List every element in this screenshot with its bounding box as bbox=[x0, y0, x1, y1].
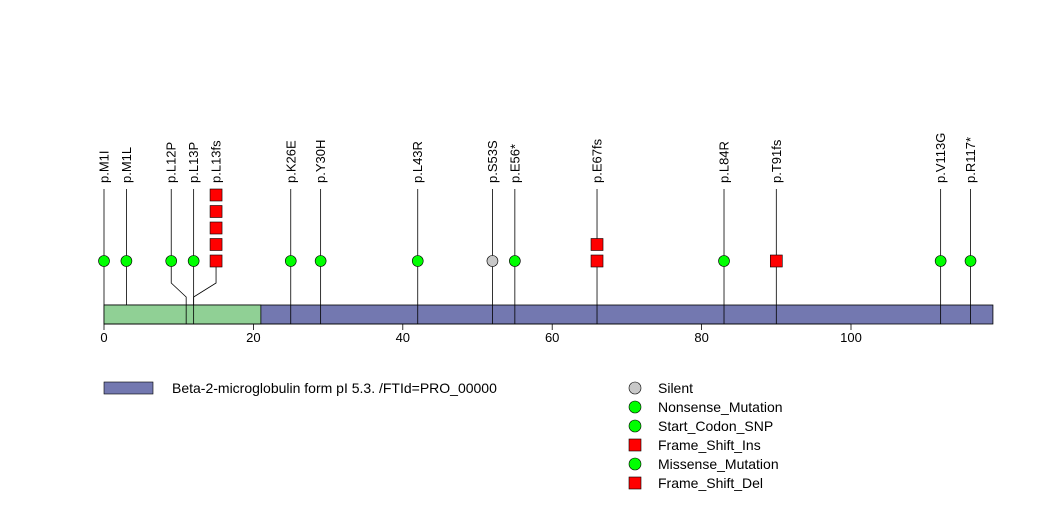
marker-p-t91fs bbox=[769, 254, 783, 268]
x-tick-label: 0 bbox=[100, 330, 107, 345]
lollipop-stems bbox=[103, 189, 971, 261]
legend-label-silent: Silent bbox=[658, 380, 693, 396]
legend-label-missense-mutation: Missense_Mutation bbox=[658, 456, 779, 472]
label-p-r117: p.R117* bbox=[963, 137, 978, 183]
x-tick-label: 20 bbox=[246, 330, 260, 345]
legend-swatch-frame-shift-ins bbox=[628, 438, 642, 452]
marker-p-l13fs bbox=[209, 188, 223, 202]
label-p-m1l: p.M1L bbox=[119, 147, 134, 183]
legend-label-frame-shift-del: Frame_Shift_Del bbox=[658, 475, 763, 491]
label-p-s53s: p.S53S bbox=[485, 140, 500, 183]
x-tick-label: 60 bbox=[545, 330, 559, 345]
domain-signal bbox=[103, 304, 262, 325]
label-p-l12p: p.L12P bbox=[164, 142, 179, 183]
mutation-markers bbox=[98, 188, 977, 268]
marker-p-l43r bbox=[411, 255, 424, 267]
legend: Beta-2-microglobulin form pI 5.3. /FTId=… bbox=[103, 380, 783, 491]
label-p-v113g: p.V113G bbox=[933, 133, 948, 183]
x-tick-label: 80 bbox=[694, 330, 708, 345]
x-tick-label: 100 bbox=[840, 330, 862, 345]
label-p-m1i: p.M1I bbox=[97, 150, 112, 183]
legend-label-start-codon-snp: Start_Codon_SNP bbox=[658, 418, 773, 434]
label-p-e67fs: p.E67fs bbox=[590, 138, 605, 183]
connector-line bbox=[193, 261, 217, 305]
label-p-l13fs: p.L13fs bbox=[209, 140, 224, 183]
marker-p-l13fs bbox=[209, 238, 223, 251]
marker-p-l12p bbox=[165, 255, 178, 267]
marker-p-e56 bbox=[509, 255, 521, 267]
marker-p-l13fs bbox=[209, 254, 223, 268]
connector-line bbox=[170, 261, 187, 305]
marker-p-k26e bbox=[284, 255, 297, 267]
marker-p-l84r bbox=[718, 255, 730, 267]
legend-protein-label: Beta-2-microglobulin form pI 5.3. /FTId=… bbox=[172, 380, 497, 396]
mutation-labels: p.M1I p.M1L p.L12P p.L13P p.L13fs p.K26E p.Y30… bbox=[97, 133, 979, 183]
label-p-l13p: p.L13P bbox=[186, 142, 201, 183]
label-p-e56: p.E56* bbox=[507, 144, 522, 183]
marker-p-l13p bbox=[187, 255, 200, 267]
label-p-l43r: p.L43R bbox=[410, 141, 425, 183]
label-p-l84r: p.L84R bbox=[717, 141, 732, 183]
marker-p-e67fs bbox=[590, 254, 604, 268]
marker-p-m1l bbox=[120, 255, 133, 267]
marker-p-r117 bbox=[964, 255, 977, 267]
marker-p-s53s bbox=[486, 255, 499, 267]
marker-p-l13fs bbox=[209, 221, 223, 235]
legend-label-frame-shift-ins: Frame_Shift_Ins bbox=[658, 437, 761, 453]
marker-p-l13fs bbox=[209, 205, 223, 218]
x-axis: 0 20 40 60 80 100 bbox=[100, 323, 862, 345]
legend-swatch-silent bbox=[628, 381, 642, 395]
label-p-t91fs: p.T91fs bbox=[769, 139, 784, 183]
x-tick-label: 40 bbox=[396, 330, 410, 345]
marker-p-m1i bbox=[98, 255, 110, 267]
label-p-y30h: p.Y30H bbox=[313, 140, 328, 183]
marker-p-e67fs bbox=[590, 238, 604, 251]
legend-swatch-start-codon-snp bbox=[628, 419, 642, 433]
label-p-k26e: p.K26E bbox=[283, 140, 298, 183]
legend-protein-swatch bbox=[103, 381, 154, 395]
legend-swatch-nonsense-mutation bbox=[628, 400, 642, 414]
legend-swatch-frame-shift-del bbox=[628, 476, 642, 490]
legend-swatch-missense-mutation bbox=[628, 457, 642, 471]
connector-layer bbox=[103, 261, 971, 305]
legend-label-nonsense-mutation: Nonsense_Mutation bbox=[658, 399, 783, 415]
protein-bar-layer bbox=[103, 304, 994, 325]
marker-p-v113g bbox=[934, 255, 947, 267]
marker-p-y30h bbox=[314, 255, 327, 267]
